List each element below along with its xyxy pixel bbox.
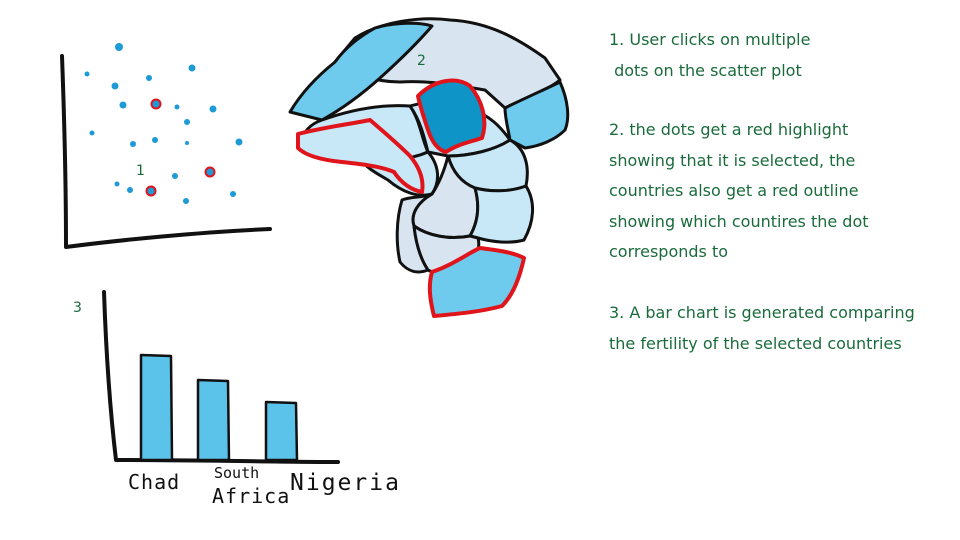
step-1-text: 1. User clicks on multiple dots on the s… xyxy=(609,25,810,86)
scatter-dot[interactable] xyxy=(209,105,217,113)
scatter-dot[interactable] xyxy=(119,101,127,109)
bar-south-africa xyxy=(196,378,231,462)
scatter-dot[interactable] xyxy=(152,137,158,143)
scatter-dot[interactable] xyxy=(188,64,196,72)
bar-label-south-top: South xyxy=(214,464,260,482)
step-2-text: 2. the dots get a red highlight showing … xyxy=(609,115,869,268)
map-region-morocco xyxy=(288,21,434,122)
scatter-dot[interactable] xyxy=(185,141,189,145)
step-3-line: 3. A bar chart is generated comparing xyxy=(609,303,915,322)
south-africa-highlight-outline xyxy=(427,246,526,318)
map-region-east-africa xyxy=(468,184,534,244)
step-1-line: 1. User clicks on multiple xyxy=(609,30,811,49)
step-2-line: showing which countires the dot xyxy=(609,211,869,231)
step-3-text: 3. A bar chart is generated comparing th… xyxy=(609,298,915,359)
bar-step-marker: 3 xyxy=(73,300,82,316)
scatter-dot[interactable] xyxy=(127,187,133,193)
bar-chad xyxy=(139,353,174,462)
selected-scatter-dot[interactable] xyxy=(150,98,162,110)
bar-nigeria xyxy=(264,400,299,462)
bar-label-nigeria: Nigeria xyxy=(290,470,401,496)
scatter-dot[interactable] xyxy=(184,119,190,125)
bar-label-south-bottom: Africa xyxy=(212,484,291,508)
scatter-dot[interactable] xyxy=(130,141,136,147)
bars xyxy=(139,353,299,462)
scatter-dot[interactable] xyxy=(230,191,236,197)
chad-highlight-outline xyxy=(416,78,487,154)
step-1-line: dots on the scatter plot xyxy=(609,60,802,80)
scatter-dot[interactable] xyxy=(235,138,243,146)
scatter-dot[interactable] xyxy=(89,130,95,136)
scatter-dot[interactable] xyxy=(172,173,178,179)
scatter-dot[interactable] xyxy=(174,104,180,110)
scatter-axes xyxy=(60,54,272,249)
step-2-line: countries also get a red outline xyxy=(609,181,859,200)
scatter-dot[interactable] xyxy=(111,82,119,90)
scatter-dot[interactable] xyxy=(114,181,120,187)
scatter-dots xyxy=(84,43,243,204)
bar-label-chad: Chad xyxy=(128,470,181,494)
bar-chart-axes xyxy=(102,290,340,464)
scatter-step-marker: 1 xyxy=(136,163,145,179)
scatter-dot[interactable] xyxy=(183,198,189,204)
nigeria-highlight-outline xyxy=(296,118,425,194)
selected-scatter-dot[interactable] xyxy=(204,166,216,178)
step-2-line: showing that it is selected, the xyxy=(609,150,856,170)
scatter-dot[interactable] xyxy=(84,71,90,77)
scatter-dot[interactable] xyxy=(146,75,152,81)
selected-scatter-dot[interactable] xyxy=(145,185,157,197)
map-region-horn xyxy=(503,80,570,150)
map-step-marker: 2 xyxy=(417,53,426,69)
scatter-dot[interactable] xyxy=(115,43,123,51)
step-2-line: 2. the dots get a red highlight xyxy=(609,120,849,139)
step-2-line: corresponds to xyxy=(609,242,729,261)
step-3-line: the fertility of the selected countries xyxy=(609,333,902,353)
